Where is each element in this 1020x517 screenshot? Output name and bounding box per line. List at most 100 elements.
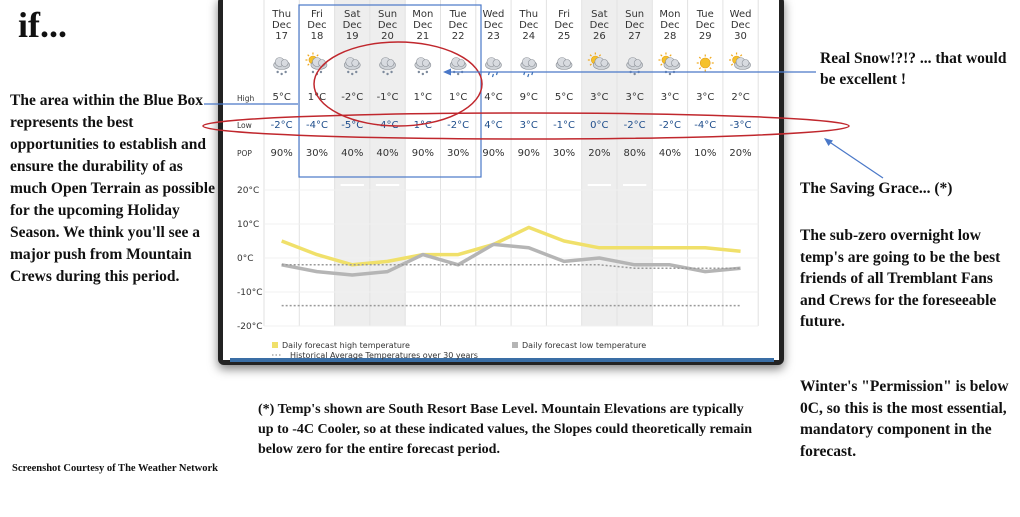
low-temp-value: -4°C	[377, 120, 399, 131]
cloud-icon	[555, 57, 573, 70]
weekend-column-shade	[369, 0, 406, 326]
day-header-dow: Sat	[344, 9, 360, 20]
day-header-day: 29	[699, 31, 712, 42]
low-temp-value: 3°C	[520, 120, 538, 131]
cloud-snow-icon	[414, 57, 432, 76]
y-tick-label: -10°C	[237, 288, 262, 298]
day-header-dow: Fri	[558, 9, 570, 20]
day-header-dow: Wed	[483, 9, 505, 20]
pop-value: 20%	[588, 148, 610, 159]
low-temp-value: -4°C	[694, 120, 716, 131]
day-header-day: 25	[558, 31, 571, 42]
y-tick-label: 0°C	[237, 254, 254, 264]
sun-icon	[696, 54, 714, 72]
high-temp-value: 1°C	[308, 92, 326, 103]
high-temp-value: 1°C	[449, 92, 467, 103]
day-header-day: 19	[346, 31, 359, 42]
day-header-month: Dec	[343, 20, 362, 31]
low-temp-value: -3°C	[730, 120, 752, 131]
day-header-dow: Thu	[271, 9, 291, 20]
chart-legend: Daily forecast high temperature Historic…	[272, 341, 646, 360]
cloud-snow-icon	[449, 57, 467, 76]
day-header-day: 22	[452, 31, 465, 42]
day-header-dow: Thu	[518, 9, 538, 20]
day-header-month: Dec	[378, 20, 397, 31]
sun-cloud-icon	[587, 52, 610, 70]
day-header-dow: Mon	[659, 9, 680, 20]
day-header-day: 24	[522, 31, 535, 42]
cloud-snow-icon	[273, 57, 290, 76]
legend-low-swatch	[512, 342, 518, 348]
temperature-table: High Low POP 5°C -2°C 90% 1°C -4°C 30% -2°C -5°C 40…	[237, 92, 752, 159]
low-temp-value: -2°C	[659, 120, 681, 131]
day-header-day: 23	[487, 31, 500, 42]
day-header-day: 30	[734, 31, 747, 42]
cloud-rain-icon	[485, 57, 502, 78]
pop-value: 30%	[306, 148, 328, 159]
pop-value: 40%	[659, 148, 681, 159]
chart-series	[281, 225, 741, 307]
high-temp-value: 3°C	[661, 92, 679, 103]
day-header-dow: Mon	[412, 9, 433, 20]
pop-value: 10%	[694, 148, 716, 159]
page-title: if...	[18, 5, 67, 45]
blue-box-note: The area within the Blue Box represents …	[10, 92, 215, 285]
day-header-month: Dec	[413, 20, 432, 31]
high-temp-value: 3°C	[590, 92, 608, 103]
day-header-month: Dec	[660, 20, 679, 31]
day-header-dow: Wed	[730, 9, 752, 20]
low-temp-value: -2°C	[271, 120, 293, 131]
y-tick-label: 20°C	[237, 186, 259, 196]
pop-value: 20%	[729, 148, 751, 159]
day-header-day: 26	[593, 31, 606, 42]
day-header-dow: Sun	[625, 9, 644, 20]
day-header-day: 21	[416, 31, 429, 42]
permission-note: Winter's "Permission" is below 0C, so th…	[800, 378, 1009, 460]
cloud-snow-icon	[626, 57, 643, 76]
legend-high-swatch	[272, 342, 278, 348]
row-label-high: High	[237, 94, 254, 103]
day-header-dow: Sat	[591, 9, 607, 20]
day-header-dow: Tue	[696, 9, 714, 20]
day-header-dow: Fri	[311, 9, 323, 20]
pop-value: 90%	[518, 148, 540, 159]
y-tick-label: -20°C	[237, 322, 262, 332]
high-temp-value: 5°C	[555, 92, 573, 103]
y-axis: 20°C 10°C 0°C -10°C -20°C	[237, 186, 262, 332]
pop-value: 90%	[412, 148, 434, 159]
day-header-month: Dec	[625, 20, 644, 31]
weekend-column-shade	[617, 0, 653, 326]
series-line-low	[281, 242, 741, 277]
day-header-month: Dec	[484, 20, 503, 31]
low-temp-value: -2°C	[447, 120, 469, 131]
day-header-month: Dec	[731, 20, 750, 31]
legend-high-label: Daily forecast high temperature	[282, 341, 410, 350]
day-header-month: Dec	[307, 20, 326, 31]
day-header-day: 18	[311, 31, 324, 42]
row-label-pop: POP	[237, 149, 252, 158]
pop-value: 90%	[271, 148, 293, 159]
forecast-panel-footer-bar	[230, 358, 774, 362]
low-temp-value: 0°C	[590, 120, 608, 131]
high-temp-value: 3°C	[696, 92, 714, 103]
cloud-rain-icon	[520, 57, 538, 78]
saving-grace-body: The sub-zero overnight low temp's are go…	[800, 227, 1001, 330]
day-header-day: 20	[381, 31, 394, 42]
day-header-month: Dec	[554, 20, 573, 31]
day-header-dow: Sun	[378, 9, 397, 20]
series-line-historical	[281, 264, 741, 269]
day-header-month: Dec	[519, 20, 538, 31]
legend-historical-label: Historical Average Temperatures over 30 …	[290, 351, 478, 360]
day-header-dow: Tue	[449, 9, 467, 20]
saving-grace-title: The Saving Grace... (*)	[800, 180, 953, 197]
sun-cloud-icon	[729, 52, 751, 70]
y-tick-label: 10°C	[237, 220, 259, 230]
low-temp-value: -5°C	[341, 120, 363, 131]
pop-value: 30%	[553, 148, 575, 159]
high-temp-value: 2°C	[731, 92, 749, 103]
day-header-month: Dec	[696, 20, 715, 31]
pop-value: 40%	[376, 148, 398, 159]
legend-low-label: Daily forecast low temperature	[522, 341, 646, 350]
high-temp-value: -2°C	[341, 92, 363, 103]
weekend-column-shade	[581, 0, 617, 326]
